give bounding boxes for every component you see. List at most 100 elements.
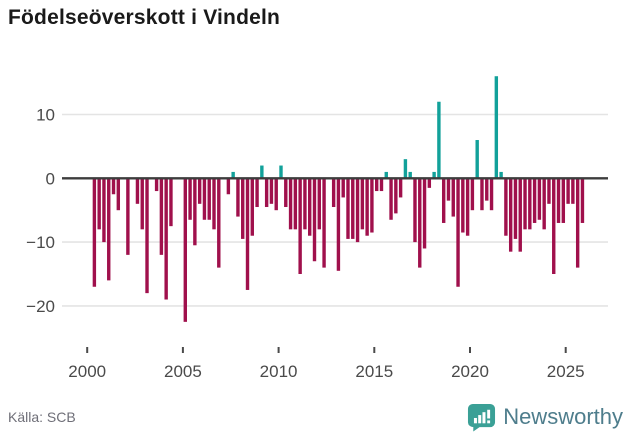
bar-2010K2 (284, 178, 288, 208)
bar-2011K1 (298, 178, 302, 274)
bar-2020K2 (475, 140, 479, 179)
bar-2025K1 (566, 178, 570, 204)
bar-2021K2 (494, 76, 499, 179)
bar-2016K4 (408, 171, 412, 179)
bar-2007K2 (226, 178, 231, 195)
bar-2016K3 (403, 159, 408, 179)
bar-2002K1 (126, 178, 130, 255)
bar-2017K1 (413, 178, 417, 243)
bar-2007K4 (236, 178, 240, 217)
bar-2003K3 (154, 178, 159, 192)
chart-svg: 10 0 −10 −20 2000 2005 2010 2015 2020 2025 (26, 76, 608, 381)
bar-2003K1 (145, 178, 149, 294)
bar-2019K2 (456, 178, 460, 287)
bar-2022K3 (518, 178, 522, 252)
newsworthy-logo-link[interactable]: Newsworthy (467, 403, 623, 432)
bar-2025K3 (575, 178, 580, 268)
bar-2002K4 (140, 178, 144, 230)
bar-2006K3 (212, 178, 216, 230)
bar-2008K3 (250, 178, 254, 236)
bar-2010K4 (293, 178, 298, 230)
bar-2024K2 (552, 178, 556, 274)
bar-2006K1 (202, 178, 207, 220)
bar-2014K2 (360, 178, 365, 230)
bar-2013K1 (336, 178, 341, 271)
bar-2024K4 (561, 178, 566, 223)
bar-2009K3 (269, 178, 274, 204)
bar-2010K1 (279, 165, 283, 179)
y-axis-tick-label--20: −20 (26, 297, 55, 316)
bar-2020K3 (480, 178, 484, 211)
x-axis-tick-label-2000: 2000 (68, 362, 106, 381)
bar-2019K3 (461, 178, 465, 233)
bar-2012K1 (317, 178, 321, 230)
x-axis-tick-label-2025: 2025 (547, 362, 585, 381)
bar-2019K1 (451, 178, 455, 217)
bar-2022K1 (508, 178, 513, 252)
footer: Källa: SCB Newsworthy (0, 395, 631, 439)
bar-2023K3 (537, 178, 542, 220)
bar-2023K4 (542, 178, 546, 230)
bar-2015K1 (375, 178, 379, 192)
bar-2004K2 (169, 178, 173, 227)
bar-2011K3 (308, 178, 312, 236)
bar-2000K2 (92, 178, 97, 287)
bar-2008K2 (245, 178, 250, 290)
bar-2023K2 (532, 178, 537, 223)
bar-2018K4 (446, 178, 451, 201)
bar-2011K2 (303, 178, 307, 230)
bar-2013K2 (341, 178, 345, 198)
bar-2010K3 (288, 178, 293, 230)
y-axis-tick-label-0: 0 (46, 169, 55, 188)
bar-2014K3 (365, 178, 369, 236)
bar-2011K4 (312, 178, 317, 262)
bar-2020K4 (485, 178, 489, 201)
bar-2008K4 (255, 178, 259, 208)
x-axis-tick-label-2010: 2010 (260, 362, 298, 381)
y-axis-tick-label-10: 10 (36, 106, 55, 125)
bar-2021K1 (489, 178, 494, 211)
bar-2017K2 (418, 178, 422, 268)
x-axis-tick-label-2005: 2005 (164, 362, 202, 381)
bar-2005K1 (183, 178, 187, 322)
bar-2006K2 (207, 178, 211, 220)
bar-2025K4 (580, 178, 585, 223)
newsworthy-speech-bubble-bar-chart-icon (468, 403, 496, 432)
bar-2012K4 (331, 178, 336, 208)
bar-2003K4 (159, 178, 164, 255)
bar-2023K1 (528, 178, 532, 230)
bar-2016K2 (398, 178, 403, 198)
bar-2018K3 (441, 178, 446, 223)
bar-2005K4 (197, 178, 202, 204)
bar-2014K1 (355, 178, 360, 243)
bar-2022K4 (523, 178, 527, 230)
bar-2021K3 (499, 171, 503, 179)
bar-2016K1 (394, 178, 398, 214)
chart-title: Födelseöverskott i Vindeln (8, 6, 281, 29)
newsworthy-wordmark: Newsworthy (503, 404, 623, 429)
bar-2013K3 (346, 178, 350, 239)
bar-2019K4 (465, 178, 470, 236)
bar-2022K2 (513, 178, 518, 239)
bar-2007K3 (231, 171, 235, 179)
bar-2001K3 (116, 178, 121, 211)
bar-2000K3 (97, 178, 101, 230)
bar-2014K4 (370, 178, 374, 233)
bar-2018K1 (432, 171, 436, 179)
bar-2018K2 (437, 101, 441, 179)
bar-2005K2 (188, 178, 192, 220)
bar-2006K4 (217, 178, 221, 268)
x-axis-tick-label-2020: 2020 (451, 362, 489, 381)
bar-2009K1 (260, 165, 264, 179)
bar-2024K1 (547, 178, 551, 204)
bar-2015K3 (384, 171, 388, 179)
bar-2025K2 (571, 178, 575, 204)
bar-2008K1 (241, 178, 245, 239)
source-label: Källa: SCB (8, 409, 76, 425)
bar-2017K4 (427, 178, 432, 188)
bar-2009K2 (264, 178, 269, 208)
bar-2002K3 (135, 178, 140, 204)
bar-2020K1 (470, 178, 475, 211)
bar-2004K1 (164, 178, 168, 300)
